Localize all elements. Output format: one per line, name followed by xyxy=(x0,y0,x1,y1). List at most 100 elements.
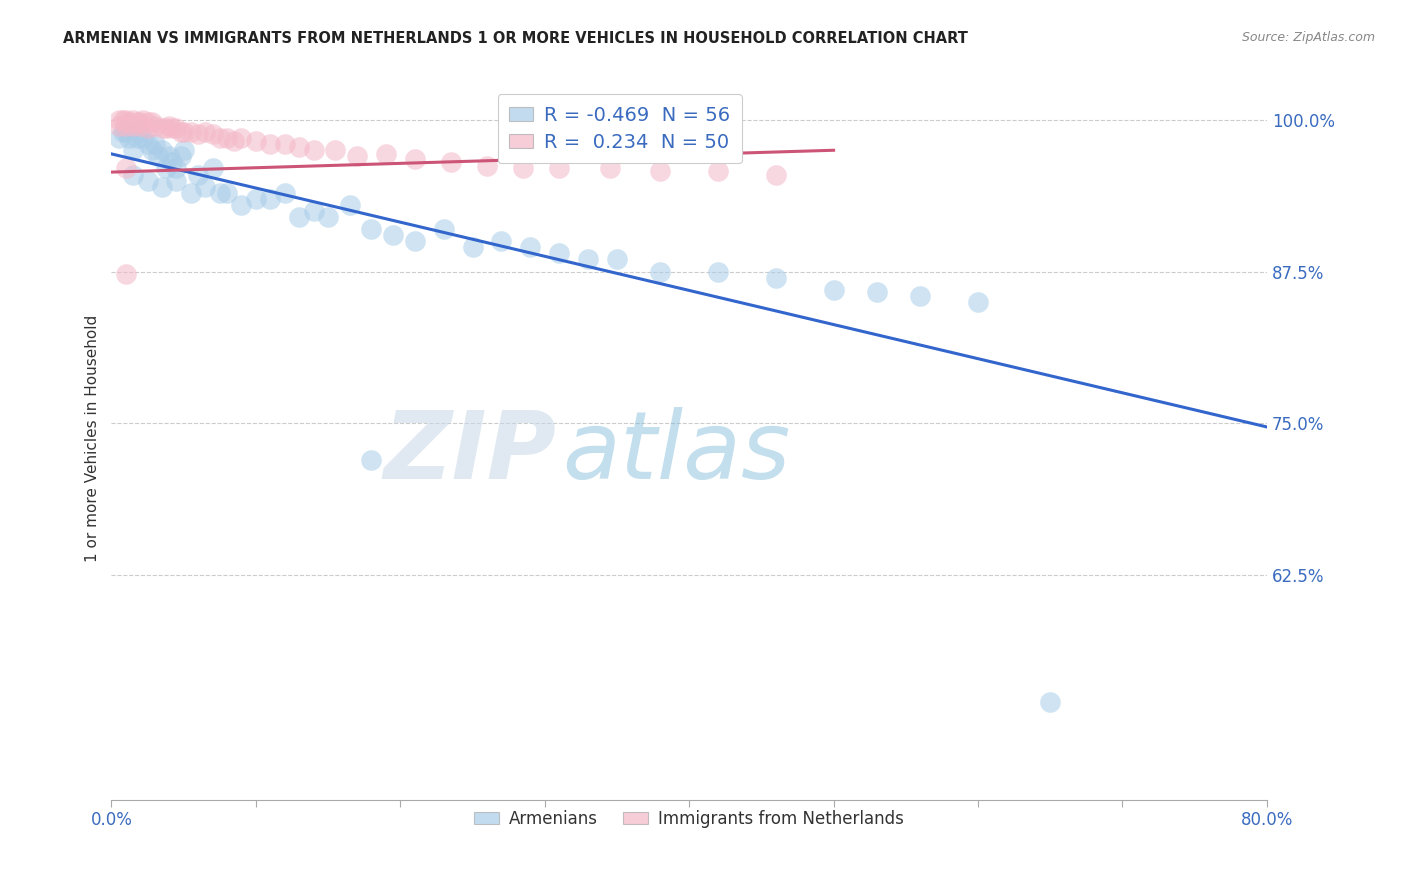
Point xyxy=(650,164,672,178)
Point xyxy=(146,149,169,163)
Point xyxy=(201,161,224,176)
Point xyxy=(136,121,159,136)
Point xyxy=(136,115,159,129)
Point xyxy=(201,128,224,142)
Point xyxy=(129,119,152,133)
Point xyxy=(115,112,138,127)
Point xyxy=(155,161,177,176)
Point xyxy=(224,134,246,148)
Point xyxy=(170,125,193,139)
Point xyxy=(111,125,134,139)
Point xyxy=(132,131,155,145)
Point xyxy=(650,264,672,278)
Point xyxy=(173,143,195,157)
Point xyxy=(866,285,889,300)
Point xyxy=(475,159,498,173)
Point xyxy=(599,161,621,176)
Point xyxy=(765,270,787,285)
Point xyxy=(339,198,361,212)
Legend: Armenians, Immigrants from Netherlands: Armenians, Immigrants from Netherlands xyxy=(468,803,911,835)
Point xyxy=(115,119,138,133)
Point xyxy=(215,131,238,145)
Point xyxy=(107,131,129,145)
Point xyxy=(404,152,426,166)
Point xyxy=(231,131,253,145)
Point xyxy=(440,155,463,169)
Point xyxy=(576,252,599,267)
Point xyxy=(115,161,138,176)
Y-axis label: 1 or more Vehicles in Household: 1 or more Vehicles in Household xyxy=(86,315,100,562)
Point xyxy=(360,222,382,236)
Point xyxy=(150,121,173,136)
Point xyxy=(115,125,138,139)
Point xyxy=(707,164,730,178)
Point xyxy=(910,289,932,303)
Point xyxy=(127,131,149,145)
Point xyxy=(129,115,152,129)
Point xyxy=(194,125,217,139)
Point xyxy=(143,119,166,133)
Point xyxy=(374,147,396,161)
Point xyxy=(1039,695,1062,709)
Point xyxy=(208,186,231,200)
Point xyxy=(259,192,281,206)
Point xyxy=(180,186,202,200)
Point xyxy=(231,198,253,212)
Point xyxy=(194,179,217,194)
Point xyxy=(288,210,311,224)
Point xyxy=(165,121,187,136)
Point xyxy=(132,112,155,127)
Point xyxy=(302,203,325,218)
Point xyxy=(823,283,845,297)
Point xyxy=(160,121,183,136)
Point xyxy=(129,125,152,139)
Point xyxy=(160,155,183,169)
Point xyxy=(259,137,281,152)
Point xyxy=(274,186,297,200)
Point xyxy=(127,115,149,129)
Point xyxy=(187,168,209,182)
Point xyxy=(967,295,990,310)
Point xyxy=(143,137,166,152)
Point xyxy=(111,112,134,127)
Point xyxy=(360,452,382,467)
Point xyxy=(165,161,187,176)
Point xyxy=(115,267,138,281)
Point xyxy=(122,119,145,133)
Point xyxy=(765,168,787,182)
Point xyxy=(274,137,297,152)
Point xyxy=(316,210,339,224)
Point xyxy=(136,137,159,152)
Point xyxy=(155,121,177,136)
Point xyxy=(136,173,159,187)
Point xyxy=(707,264,730,278)
Point xyxy=(150,179,173,194)
Point xyxy=(157,149,180,163)
Point xyxy=(606,252,628,267)
Point xyxy=(512,161,534,176)
Point xyxy=(548,246,571,260)
Point xyxy=(382,228,405,243)
Point xyxy=(346,149,368,163)
Point xyxy=(245,192,267,206)
Point xyxy=(165,173,187,187)
Point xyxy=(323,143,346,157)
Point xyxy=(107,112,129,127)
Point xyxy=(180,125,202,139)
Point xyxy=(245,134,267,148)
Point xyxy=(548,161,571,176)
Point xyxy=(173,125,195,139)
Point xyxy=(187,128,209,142)
Point xyxy=(141,143,163,157)
Point xyxy=(118,131,141,145)
Point xyxy=(215,186,238,200)
Point xyxy=(170,149,193,163)
Point xyxy=(122,168,145,182)
Point xyxy=(141,115,163,129)
Point xyxy=(157,119,180,133)
Text: atlas: atlas xyxy=(562,408,790,499)
Text: ZIP: ZIP xyxy=(384,407,557,499)
Text: ARMENIAN VS IMMIGRANTS FROM NETHERLANDS 1 OR MORE VEHICLES IN HOUSEHOLD CORRELAT: ARMENIAN VS IMMIGRANTS FROM NETHERLANDS … xyxy=(63,31,969,46)
Point xyxy=(461,240,484,254)
Point xyxy=(433,222,456,236)
